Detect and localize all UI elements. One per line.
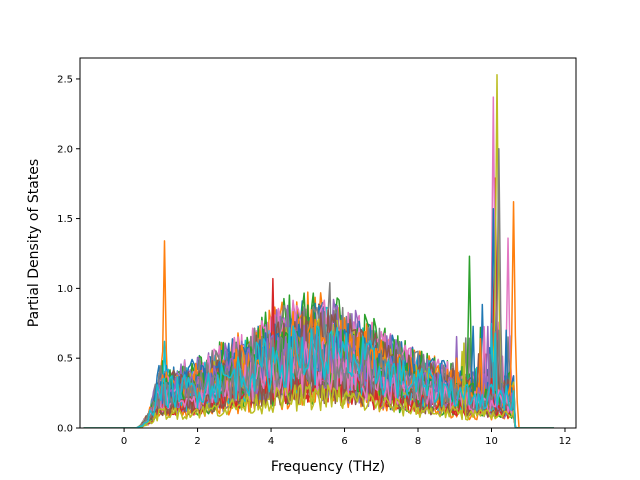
x-tick-label: 10 — [485, 436, 498, 447]
y-tick-label: 1.5 — [57, 214, 73, 225]
x-tick-label: 12 — [559, 436, 572, 447]
series-layer — [83, 74, 554, 428]
plot-frame — [79, 57, 577, 429]
y-axis-label: Partial Density of States — [26, 159, 42, 327]
x-axis: 0 2 4 6 8 10 12 — [121, 428, 571, 447]
pdos-series-line — [83, 342, 554, 428]
x-tick-label: 8 — [415, 436, 421, 447]
y-tick-label: 0.5 — [57, 354, 73, 365]
y-axis: 0.0 0.5 1.0 1.5 2.0 2.5 — [57, 74, 80, 435]
pdos-series-line — [83, 325, 554, 428]
x-tick-label: 6 — [341, 436, 347, 447]
x-tick-label: 2 — [194, 436, 200, 447]
y-tick-label: 2.0 — [57, 144, 73, 155]
y-tick-label: 1.0 — [57, 284, 73, 295]
y-tick-label: 2.5 — [57, 74, 73, 85]
x-axis-label: Frequency (THz) — [271, 459, 385, 475]
x-tick-label: 0 — [121, 436, 127, 447]
x-tick-label: 4 — [268, 436, 274, 447]
y-tick-label: 0.0 — [57, 424, 73, 435]
